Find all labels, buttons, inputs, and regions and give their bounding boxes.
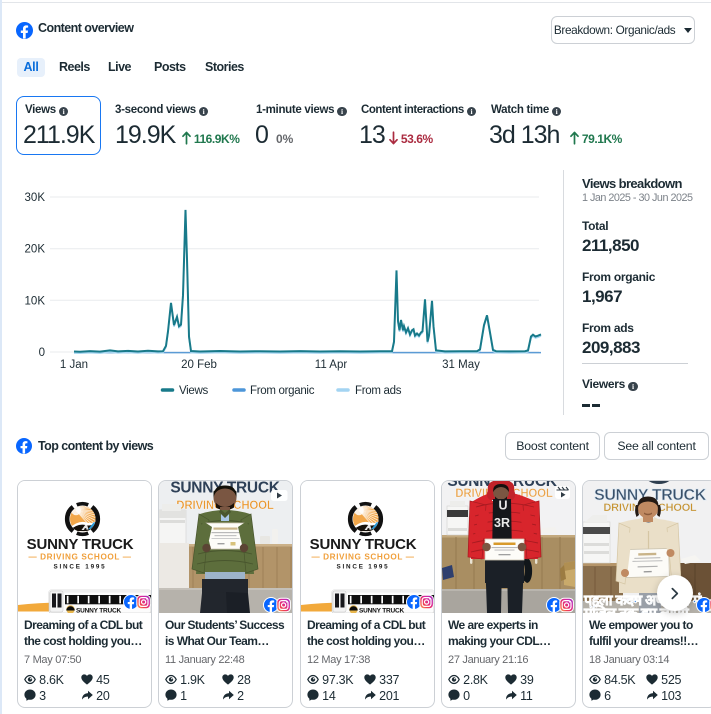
svg-text:SINCE 1995: SINCE 1995 [53, 564, 106, 571]
svg-text:0: 0 [39, 347, 45, 359]
svg-text:30K: 30K [25, 192, 46, 204]
svg-text:SUNNY TRUCK: SUNNY TRUCK [359, 608, 404, 614]
svg-text:3R: 3R [494, 516, 510, 530]
svg-text:SUNNY TRUCK: SUNNY TRUCK [27, 536, 134, 553]
svg-text:SUNNY TRUCK: SUNNY TRUCK [594, 487, 707, 504]
svg-text:SINCE 1995: SINCE 1995 [336, 564, 389, 571]
svg-text:1 Jan: 1 Jan [60, 359, 88, 371]
svg-text:मंजिल तक हम लाएंगे: मंजिल तक हम लाएंगे [583, 604, 689, 613]
svg-text:20 Feb: 20 Feb [181, 359, 217, 371]
svg-text:— DRIVING SCHOOL —: — DRIVING SCHOOL — [29, 553, 132, 562]
svg-text:From organic: From organic [250, 385, 315, 397]
svg-text:U: U [498, 499, 507, 513]
svg-text:SUNNY TRUCK: SUNNY TRUCK [310, 536, 417, 553]
svg-text:— DRIVING SCHOOL —: — DRIVING SCHOOL — [312, 553, 415, 562]
svg-text:20K: 20K [25, 244, 46, 256]
svg-text:31 May: 31 May [442, 359, 480, 371]
svg-text:From ads: From ads [355, 385, 402, 397]
svg-text:10K: 10K [25, 295, 46, 307]
svg-text:Views: Views [179, 385, 209, 397]
svg-text:SUNNY TRUCK: SUNNY TRUCK [76, 608, 121, 614]
svg-text:11 Apr: 11 Apr [315, 359, 348, 371]
